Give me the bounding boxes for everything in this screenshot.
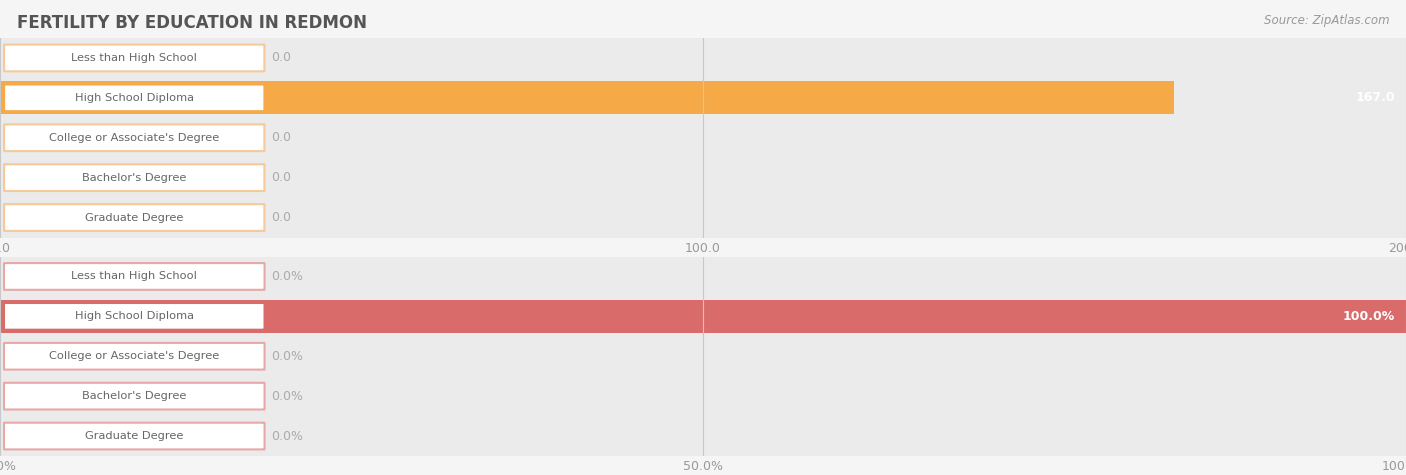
Text: Less than High School: Less than High School: [72, 53, 197, 63]
Text: FERTILITY BY EDUCATION IN REDMON: FERTILITY BY EDUCATION IN REDMON: [17, 14, 367, 32]
FancyBboxPatch shape: [4, 164, 264, 191]
Text: College or Associate's Degree: College or Associate's Degree: [49, 133, 219, 143]
Bar: [0, 78, 1406, 118]
FancyBboxPatch shape: [4, 204, 264, 231]
Text: 0.0: 0.0: [271, 171, 291, 184]
Bar: [0, 118, 1406, 158]
Text: Less than High School: Less than High School: [72, 271, 197, 282]
Text: High School Diploma: High School Diploma: [75, 93, 194, 103]
FancyBboxPatch shape: [4, 263, 264, 290]
Bar: [0, 336, 1406, 376]
Text: High School Diploma: High School Diploma: [75, 311, 194, 322]
FancyBboxPatch shape: [4, 303, 264, 330]
Bar: [0, 158, 1406, 198]
Text: College or Associate's Degree: College or Associate's Degree: [49, 351, 219, 361]
Bar: [0, 300, 1406, 332]
Text: Source: ZipAtlas.com: Source: ZipAtlas.com: [1264, 14, 1389, 27]
Text: Graduate Degree: Graduate Degree: [86, 431, 183, 441]
FancyBboxPatch shape: [4, 423, 264, 449]
Bar: [0, 296, 1406, 336]
Bar: [0, 376, 1406, 416]
FancyBboxPatch shape: [4, 45, 264, 71]
Text: 0.0: 0.0: [271, 51, 291, 65]
FancyBboxPatch shape: [4, 343, 264, 370]
Bar: [0, 416, 1406, 456]
Bar: [0, 256, 1406, 296]
Text: 0.0: 0.0: [271, 211, 291, 224]
Text: 0.0%: 0.0%: [271, 429, 304, 443]
Bar: [0, 198, 1406, 238]
Text: 0.0: 0.0: [271, 131, 291, 144]
FancyBboxPatch shape: [4, 383, 264, 409]
Text: Bachelor's Degree: Bachelor's Degree: [82, 172, 187, 183]
Text: 0.0%: 0.0%: [271, 390, 304, 403]
Bar: [0, 38, 1406, 78]
Text: 167.0: 167.0: [1355, 91, 1395, 104]
Text: Graduate Degree: Graduate Degree: [86, 212, 183, 223]
FancyBboxPatch shape: [4, 124, 264, 151]
FancyBboxPatch shape: [4, 85, 264, 111]
Text: Bachelor's Degree: Bachelor's Degree: [82, 391, 187, 401]
Bar: [0, 82, 1174, 114]
Text: 100.0%: 100.0%: [1343, 310, 1395, 323]
Text: 0.0%: 0.0%: [271, 350, 304, 363]
Text: 0.0%: 0.0%: [271, 270, 304, 283]
